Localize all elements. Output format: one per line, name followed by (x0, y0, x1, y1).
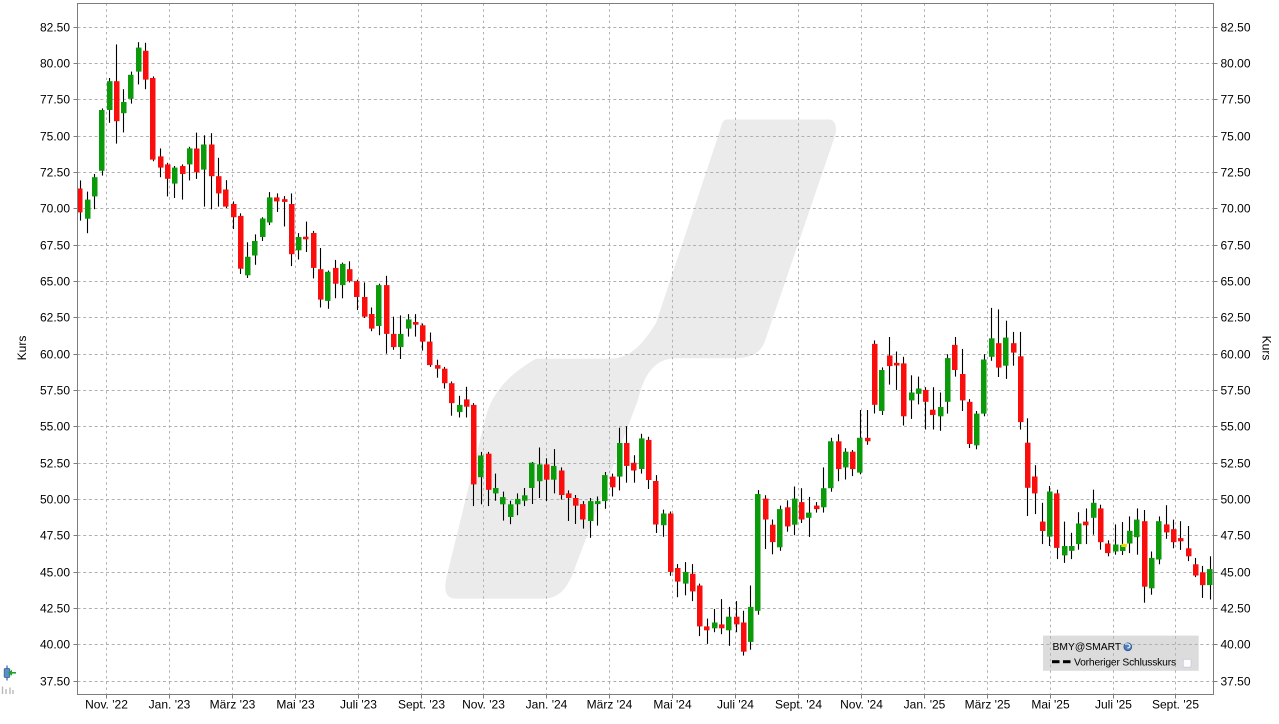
svg-text:Jan. '25: Jan. '25 (904, 698, 946, 712)
svg-text:82.50: 82.50 (40, 21, 70, 35)
svg-text:70.00: 70.00 (1221, 202, 1251, 216)
svg-text:37.50: 37.50 (1221, 675, 1251, 689)
svg-text:67.50: 67.50 (40, 239, 70, 253)
svg-text:März '25: März '25 (965, 698, 1011, 712)
svg-text:März '23: März '23 (210, 698, 256, 712)
svg-text:55.00: 55.00 (1221, 420, 1251, 434)
svg-text:45.00: 45.00 (40, 566, 70, 580)
svg-text:Nov. '24: Nov. '24 (840, 698, 883, 712)
svg-text:52.50: 52.50 (40, 457, 70, 471)
svg-text:57.50: 57.50 (1221, 384, 1251, 398)
svg-text:65.00: 65.00 (40, 275, 70, 289)
svg-text:80.00: 80.00 (1221, 57, 1251, 71)
svg-text:62.50: 62.50 (40, 311, 70, 325)
svg-text:Nov. '23: Nov. '23 (462, 698, 505, 712)
svg-text:45.00: 45.00 (1221, 566, 1251, 580)
svg-text:75.00: 75.00 (40, 130, 70, 144)
svg-text:50.00: 50.00 (40, 493, 70, 507)
svg-text:37.50: 37.50 (40, 675, 70, 689)
svg-text:Kurs: Kurs (15, 336, 29, 361)
svg-text:47.50: 47.50 (1221, 529, 1251, 543)
svg-text:40.00: 40.00 (40, 638, 70, 652)
svg-text:82.50: 82.50 (1221, 21, 1251, 35)
svg-text:67.50: 67.50 (1221, 239, 1251, 253)
svg-text:72.50: 72.50 (40, 166, 70, 180)
svg-text:60.00: 60.00 (1221, 348, 1251, 362)
svg-text:Juli '23: Juli '23 (340, 698, 377, 712)
svg-text:55.00: 55.00 (40, 420, 70, 434)
svg-text:77.50: 77.50 (40, 93, 70, 107)
svg-text:Kurs: Kurs (1260, 336, 1274, 361)
svg-text:50.00: 50.00 (1221, 493, 1251, 507)
svg-text:Mai '23: Mai '23 (276, 698, 315, 712)
svg-text:Juli '25: Juli '25 (1095, 698, 1132, 712)
svg-text:70.00: 70.00 (40, 202, 70, 216)
svg-text:Nov. '22: Nov. '22 (85, 698, 128, 712)
svg-text:80.00: 80.00 (40, 57, 70, 71)
svg-text:Juli '24: Juli '24 (717, 698, 754, 712)
svg-text:Mai '24: Mai '24 (653, 698, 692, 712)
svg-text:62.50: 62.50 (1221, 311, 1251, 325)
svg-text:52.50: 52.50 (1221, 457, 1251, 471)
svg-text:Vorheriger Schlusskurs: Vorheriger Schlusskurs (1074, 658, 1176, 669)
svg-text:Jan. '24: Jan. '24 (526, 698, 568, 712)
svg-text:47.50: 47.50 (40, 529, 70, 543)
svg-text:Mai '25: Mai '25 (1031, 698, 1070, 712)
svg-text:Sept. '23: Sept. '23 (398, 698, 445, 712)
svg-text:40.00: 40.00 (1221, 638, 1251, 652)
svg-text:75.00: 75.00 (1221, 130, 1251, 144)
svg-text:77.50: 77.50 (1221, 93, 1251, 107)
svg-text:65.00: 65.00 (1221, 275, 1251, 289)
svg-text:42.50: 42.50 (40, 602, 70, 616)
svg-text:Jan. '23: Jan. '23 (149, 698, 191, 712)
svg-text:42.50: 42.50 (1221, 602, 1251, 616)
svg-text:57.50: 57.50 (40, 384, 70, 398)
svg-text:72.50: 72.50 (1221, 166, 1251, 180)
svg-text:Sept. '24: Sept. '24 (775, 698, 822, 712)
svg-text:60.00: 60.00 (40, 348, 70, 362)
svg-text:März '24: März '24 (587, 698, 633, 712)
svg-text:BMY@SMART: BMY@SMART (1053, 642, 1122, 653)
svg-text:Sept. '25: Sept. '25 (1152, 698, 1199, 712)
